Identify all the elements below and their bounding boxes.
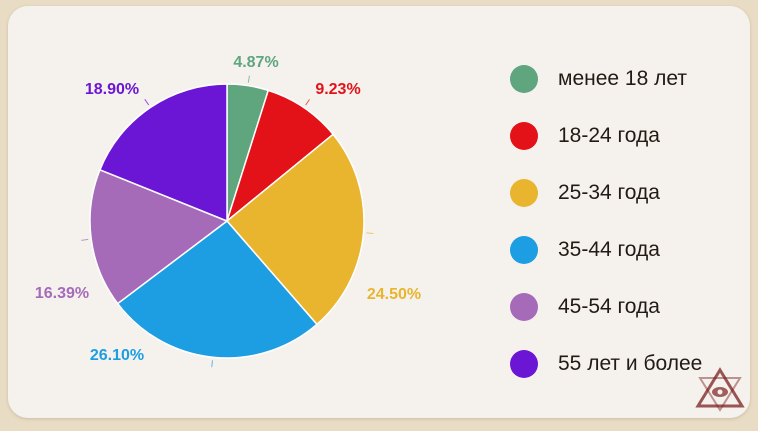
leader-line [144,98,150,106]
eye-triangle-icon [695,367,745,412]
pie-slice [225,133,365,326]
legend-label: 55 лет и более [558,351,703,375]
leader-line [81,238,89,241]
data-label: 16.39% [35,285,89,302]
leader-line [247,75,250,83]
legend-item: 35-44 года [500,221,750,278]
data-label: 9.23% [315,81,360,98]
leader-line [305,99,310,106]
pie-slice [89,168,229,305]
legend: менее 18 лет 18-24 года 25-34 года 35-44… [500,50,750,392]
legend-label: 35-44 года [558,237,660,261]
legend-item: менее 18 лет [500,50,750,107]
pie-slice [225,89,335,224]
legend-item: 25-34 года [500,164,750,221]
data-label: 26.10% [90,347,144,364]
data-label: 24.50% [367,286,421,303]
legend-swatch [510,64,538,93]
leader-line [211,360,213,368]
leader-line [366,232,374,234]
legend-swatch [510,178,538,207]
legend-item: 55 лет и более [500,335,750,392]
data-label: 18.90% [85,81,139,98]
legend-swatch [510,349,538,378]
legend-swatch [510,235,538,264]
legend-item: 18-24 года [500,107,750,164]
legend-label: 45-54 года [558,294,660,318]
pie-slice [116,219,318,359]
pie-slice [98,83,228,223]
legend-swatch [510,292,538,321]
data-label: 4.87% [233,54,278,71]
legend-label: 25-34 года [558,180,660,204]
legend-swatch [510,121,538,150]
legend-label: 18-24 года [558,123,660,147]
legend-label: менее 18 лет [558,66,687,90]
legend-item: 45-54 года [500,278,750,335]
